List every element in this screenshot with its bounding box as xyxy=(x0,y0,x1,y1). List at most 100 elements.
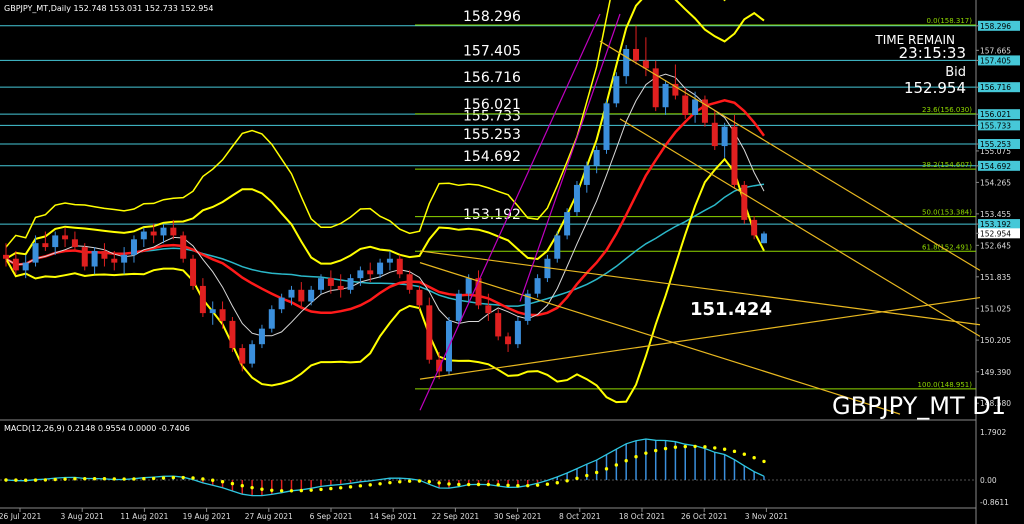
macd-signal-dot xyxy=(181,475,185,480)
candle-body xyxy=(485,305,492,314)
level-label: 156.021 xyxy=(463,97,521,113)
candle-body xyxy=(318,278,325,290)
macd-signal-dot xyxy=(23,478,28,482)
macd-signal-dot xyxy=(211,478,215,482)
macd-signal-dot xyxy=(112,477,116,481)
price-tick-label: 156.716 xyxy=(980,83,1011,92)
candle-body xyxy=(475,278,482,306)
candle-body xyxy=(160,227,167,236)
price-tick-label: 152.954 xyxy=(980,229,1011,238)
level-label: 155.733 xyxy=(463,108,521,124)
candle-body xyxy=(12,258,19,271)
candle-body xyxy=(682,95,689,115)
fib-label: 100.0(148.951) xyxy=(918,381,973,389)
macd-signal-dot xyxy=(634,455,638,459)
macd-signal-dot xyxy=(742,452,747,456)
candle-body xyxy=(190,258,197,286)
macd-signal-dot xyxy=(762,459,766,464)
candle-body xyxy=(140,231,147,240)
candle-body xyxy=(396,258,403,275)
macd-signal-dot xyxy=(53,477,57,482)
macd-signal-dot xyxy=(683,444,687,449)
candle-body xyxy=(229,320,236,349)
candle-body xyxy=(347,278,354,290)
candle-body xyxy=(170,227,177,236)
bid-value: 152.954 xyxy=(904,79,966,97)
macd-signal-dot xyxy=(43,478,48,482)
time-tick-label: 6 Sep 2021 xyxy=(310,512,353,521)
symbol-label: GBPJPY_MT D1 xyxy=(832,392,1006,420)
candle-body xyxy=(741,184,748,220)
macd-signal-dot xyxy=(398,480,402,484)
trend-line xyxy=(519,13,621,302)
macd-signal-dot xyxy=(417,479,422,483)
macd-signal-dot xyxy=(368,483,372,487)
candle-body xyxy=(209,309,216,314)
macd-signal-dot xyxy=(526,483,530,488)
level-label: 153.192 xyxy=(463,207,521,223)
candle-body xyxy=(22,262,29,271)
macd-signal-dot xyxy=(171,475,176,480)
big-level-label: 151.424 xyxy=(690,299,772,320)
candle-body xyxy=(633,48,640,61)
level-label: 156.716 xyxy=(463,70,521,86)
candle-body xyxy=(249,344,256,364)
macd-signal-dot xyxy=(102,477,107,481)
price-tick-label: 154.692 xyxy=(980,162,1011,171)
price-tick-label: 148.580 xyxy=(980,399,1011,408)
candle-body xyxy=(258,328,265,345)
macd-signal-dot xyxy=(329,486,333,491)
time-tick-label: 27 Aug 2021 xyxy=(245,512,293,521)
macd-signal-dot xyxy=(496,483,500,487)
fib-label: 50.0(153.384) xyxy=(922,209,972,217)
candle-body xyxy=(278,297,285,310)
price-tick-label: 149.390 xyxy=(980,368,1011,377)
price-tag xyxy=(978,20,1020,31)
candle-body xyxy=(711,122,718,147)
macd-signal-dot xyxy=(506,483,510,488)
lower-band-line xyxy=(5,157,765,404)
level-label: 158.296 xyxy=(463,9,521,25)
candle-body xyxy=(524,293,531,321)
price-tick-label: 154.265 xyxy=(980,178,1011,187)
price-tick-label: 152.645 xyxy=(980,241,1011,250)
macd-signal-dot xyxy=(624,459,628,463)
macd-signal-dot xyxy=(535,483,540,487)
price-tag xyxy=(978,109,1020,120)
candle-body xyxy=(505,336,512,345)
trend-line xyxy=(419,250,981,326)
price-tick-label: 155.253 xyxy=(980,140,1011,149)
macd-signal-dot xyxy=(142,477,146,481)
macd-axis-label: 0.00 xyxy=(980,476,997,485)
macd-signal-dot xyxy=(14,478,18,482)
level-label: 154.692 xyxy=(463,149,521,165)
candle-body xyxy=(534,278,541,294)
price-tick-label: 157.405 xyxy=(980,56,1011,65)
macd-signal-dot xyxy=(220,480,225,484)
candle-body xyxy=(32,243,39,263)
level-label: 157.405 xyxy=(463,43,521,59)
candle-body xyxy=(386,258,393,263)
candle-body xyxy=(357,270,364,279)
macd-signal-dot xyxy=(33,478,38,482)
time-tick-label: 3 Nov 2021 xyxy=(745,512,788,521)
price-tick-label: 151.025 xyxy=(980,304,1011,313)
candle-body xyxy=(416,289,423,306)
time-tick-label: 11 Aug 2021 xyxy=(120,512,168,521)
trend-line xyxy=(419,296,981,380)
fib-label: 38.2(154.607) xyxy=(922,161,972,169)
price-tick-label: 150.205 xyxy=(980,336,1011,345)
macd-signal-dot xyxy=(73,477,77,481)
macd-signal-dot xyxy=(457,482,461,487)
macd-signal-dot xyxy=(732,449,737,454)
price-tick-label: 156.021 xyxy=(980,110,1011,119)
macd-signal-dot xyxy=(201,477,205,481)
macd-signal-dot xyxy=(752,456,756,460)
ma-white-line xyxy=(5,73,765,337)
candle-body xyxy=(3,254,9,259)
candle-body xyxy=(583,165,590,185)
time-axis: 26 Jul 2021 3 Aug 2021 11 Aug 2021 19 Aug 2… xyxy=(0,508,788,521)
macd-signal-dot xyxy=(476,482,481,487)
